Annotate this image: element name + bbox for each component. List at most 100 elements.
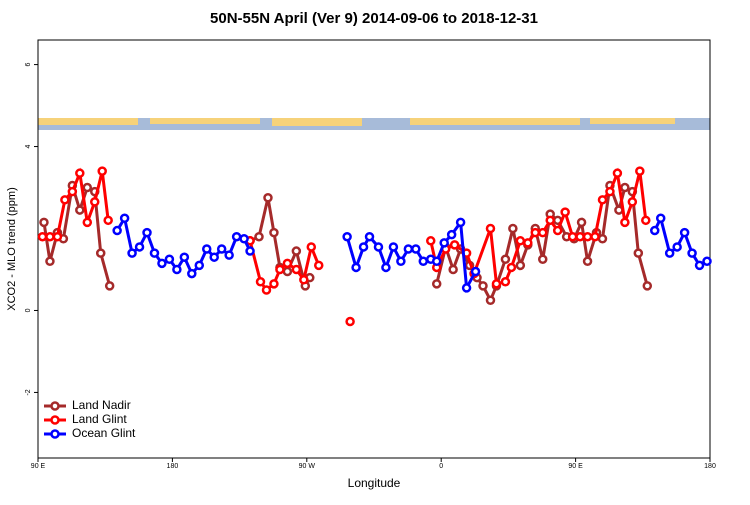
data-point bbox=[449, 240, 460, 250]
data-point bbox=[104, 281, 115, 291]
data-point bbox=[97, 166, 107, 176]
data-point bbox=[82, 217, 93, 228]
legend-marker bbox=[50, 415, 60, 425]
series-line bbox=[42, 184, 649, 304]
data-point bbox=[239, 234, 249, 244]
map-strip bbox=[38, 118, 710, 130]
data-point bbox=[187, 268, 197, 279]
data-point bbox=[567, 231, 578, 242]
data-point bbox=[418, 256, 429, 267]
data-point bbox=[485, 295, 496, 305]
data-point bbox=[411, 244, 421, 254]
data-point bbox=[275, 264, 285, 275]
y-tick-label: 6 bbox=[25, 63, 32, 67]
data-point bbox=[649, 225, 660, 236]
data-point bbox=[439, 238, 449, 248]
data-point bbox=[515, 260, 526, 271]
data-point bbox=[89, 197, 100, 207]
data-point bbox=[351, 262, 361, 273]
data-point bbox=[627, 197, 638, 207]
legend-marker bbox=[50, 401, 60, 411]
data-point bbox=[575, 231, 585, 242]
data-point bbox=[67, 186, 78, 197]
data-point bbox=[261, 285, 272, 295]
data-point bbox=[263, 193, 273, 203]
data-point bbox=[679, 227, 690, 238]
legend-marker bbox=[50, 429, 60, 439]
data-point bbox=[396, 256, 406, 267]
data-point bbox=[491, 279, 502, 289]
data-point bbox=[313, 260, 324, 271]
data-point bbox=[255, 277, 266, 287]
data-point bbox=[576, 217, 587, 228]
data-point bbox=[694, 260, 705, 271]
data-point bbox=[702, 256, 712, 267]
land-strip bbox=[272, 118, 362, 126]
x-tick-label: 90 E bbox=[31, 463, 46, 470]
data-point bbox=[299, 274, 309, 285]
data-point bbox=[342, 231, 352, 242]
data-point bbox=[224, 250, 234, 260]
data-point bbox=[82, 182, 93, 193]
data-point bbox=[149, 248, 160, 258]
y-tick-label: 0 bbox=[25, 308, 32, 312]
data-point bbox=[269, 227, 279, 238]
data-point bbox=[582, 231, 593, 242]
data-point bbox=[142, 227, 152, 238]
data-point bbox=[508, 223, 518, 234]
land-strip bbox=[590, 118, 675, 124]
x-tick-label: 90 E bbox=[568, 463, 583, 470]
land-strip bbox=[410, 118, 580, 125]
x-tick-label: 180 bbox=[704, 463, 716, 470]
data-point bbox=[537, 227, 548, 238]
x-tick-label: 0 bbox=[439, 463, 443, 470]
data-point bbox=[216, 244, 227, 254]
data-point bbox=[470, 266, 481, 277]
data-point bbox=[291, 264, 302, 275]
data-point bbox=[164, 254, 175, 264]
data-point bbox=[597, 195, 608, 205]
data-point bbox=[75, 205, 85, 215]
data-point bbox=[425, 236, 436, 246]
data-point bbox=[52, 231, 63, 242]
legend-label: Land Glint bbox=[72, 412, 127, 426]
data-point bbox=[545, 215, 555, 226]
data-point bbox=[448, 264, 458, 275]
data-point bbox=[582, 256, 593, 267]
data-point bbox=[641, 215, 651, 226]
land-strip bbox=[38, 118, 138, 125]
data-point bbox=[112, 225, 122, 236]
data-point bbox=[642, 281, 653, 291]
x-axis-label: Longitude bbox=[348, 476, 401, 490]
data-point bbox=[381, 262, 391, 273]
data-point bbox=[282, 266, 293, 277]
data-point bbox=[119, 213, 130, 224]
data-point bbox=[291, 246, 302, 256]
data-point bbox=[672, 242, 682, 252]
data-point bbox=[431, 279, 442, 289]
data-point bbox=[485, 223, 496, 234]
data-point bbox=[500, 277, 511, 287]
data-point bbox=[179, 252, 190, 262]
data-point bbox=[103, 215, 113, 226]
data-point bbox=[431, 256, 442, 267]
data-point bbox=[403, 244, 414, 254]
data-point bbox=[560, 207, 570, 217]
data-point bbox=[172, 264, 182, 275]
data-point bbox=[515, 236, 526, 246]
y-tick-label: 4 bbox=[25, 145, 32, 149]
data-point bbox=[478, 281, 488, 291]
data-point bbox=[506, 262, 517, 273]
data-point bbox=[620, 182, 630, 193]
data-point bbox=[635, 166, 645, 176]
data-point bbox=[345, 316, 355, 327]
data-point bbox=[254, 231, 264, 242]
data-point bbox=[245, 246, 255, 256]
data-point bbox=[60, 195, 70, 205]
data-point bbox=[364, 231, 375, 242]
data-point bbox=[157, 258, 167, 269]
data-point bbox=[687, 248, 697, 258]
data-point bbox=[597, 234, 608, 244]
